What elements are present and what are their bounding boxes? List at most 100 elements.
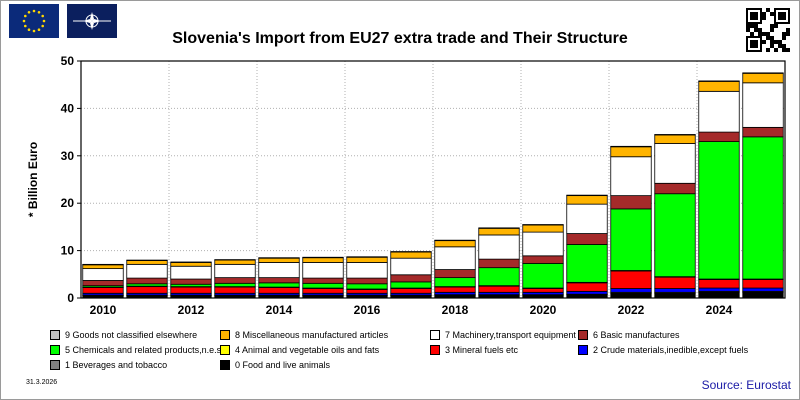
bar-segment (170, 278, 212, 285)
bar-segment (654, 134, 696, 144)
bar-segment (610, 270, 652, 289)
bar-segment (82, 280, 124, 287)
bar-segment (302, 282, 344, 289)
bar-segment (126, 286, 168, 294)
legend-swatch (220, 360, 230, 370)
bar-segment (478, 234, 520, 260)
chart-title: Slovenia's Import from EU27 extra trade … (172, 30, 628, 47)
y-tick-label: 40 (61, 101, 75, 115)
bar-segment (522, 255, 564, 264)
bar-segment (654, 288, 696, 293)
legend-item: 4 Animal and vegetable oils and fats (220, 345, 379, 355)
legend-item: 5 Chemicals and related products,n.e.s. (50, 345, 224, 355)
bar-segment (566, 282, 608, 292)
y-tick-label: 10 (61, 244, 75, 258)
bar-segment (82, 287, 124, 294)
bar-segment (82, 268, 124, 281)
legend-swatch (50, 330, 60, 340)
y-tick-label: 0 (67, 291, 74, 305)
legend-item: 8 Miscellaneous manufactured articles (220, 330, 388, 340)
legend-label: 2 Crude materials,inedible,except fuels (593, 345, 749, 355)
bar-segment (566, 290, 608, 295)
bar-segment (390, 281, 432, 289)
y-tick-label: 30 (61, 149, 75, 163)
x-tick-label: 2012 (178, 303, 205, 317)
legend-swatch (430, 345, 440, 355)
bar-segment (522, 224, 564, 233)
y-axis-label: * Billion Euro (26, 142, 40, 217)
legend-swatch (578, 330, 588, 340)
bar-segment (698, 80, 740, 92)
bar-segment (522, 231, 564, 257)
legend-item: 7 Machinery,transport equipment (430, 330, 576, 340)
bar-segment (346, 289, 388, 294)
bar-segment (610, 146, 652, 158)
bar-segment (522, 288, 564, 293)
x-tick-label: 2018 (442, 303, 469, 317)
source-label: Source: Eurostat (701, 378, 791, 392)
bar-segment (258, 277, 300, 284)
legend-label: 3 Mineral fuels etc (445, 345, 519, 355)
legend-label: 4 Animal and vegetable oils and fats (235, 345, 380, 355)
legend-swatch (50, 360, 60, 370)
bar-segment (610, 288, 652, 293)
bar-segment (742, 279, 784, 289)
bar-segment (522, 262, 564, 289)
bar-segment (82, 264, 124, 270)
y-tick-label: 20 (61, 196, 75, 210)
legend-swatch (578, 345, 588, 355)
bar-segment (390, 251, 432, 259)
bar-segment (214, 259, 256, 265)
y-tick-label: 50 (61, 54, 75, 68)
bar-segment (214, 282, 256, 288)
bar-segment (346, 277, 388, 285)
bar-segment (478, 227, 520, 236)
bar-segment (698, 141, 740, 280)
x-tick-label: 2020 (530, 303, 557, 317)
bar-segment (478, 258, 520, 269)
bar-segment (434, 286, 476, 293)
bar-segment (170, 262, 212, 267)
bar-segment (434, 277, 476, 288)
bar-segment (170, 265, 212, 280)
bar-segment (170, 286, 212, 294)
eu-flag-icon (9, 4, 59, 38)
bar-segment (390, 274, 432, 283)
legend-swatch (220, 330, 230, 340)
bar-segment (434, 269, 476, 279)
bar-segment (566, 233, 608, 245)
legend-item: 3 Mineral fuels etc (430, 345, 518, 355)
bar-segment (610, 195, 652, 210)
bar-segment (610, 208, 652, 271)
qr-code-icon (746, 8, 790, 52)
bar-segment (258, 262, 300, 279)
legend-item: 1 Beverages and tobacco (50, 360, 167, 370)
bar-segment (742, 291, 784, 299)
bar-segment (742, 287, 784, 292)
bar-segment (742, 136, 784, 280)
bar-segment (390, 288, 432, 294)
bar-segment (566, 203, 608, 234)
bar-segment (610, 292, 652, 299)
bar-segment (434, 246, 476, 270)
legend-item: 2 Crude materials,inedible,except fuels (578, 345, 748, 355)
bar-segment (434, 240, 476, 248)
bar-segment (302, 288, 344, 294)
bar-segment (258, 282, 300, 288)
bar-segment (126, 260, 168, 265)
bar-segment (258, 257, 300, 263)
bar-segment (214, 277, 256, 284)
bar-segment (698, 287, 740, 292)
x-tick-label: 2014 (266, 303, 293, 317)
bar-segment (214, 286, 256, 294)
legend-swatch (50, 345, 60, 355)
bar-segment (698, 90, 740, 133)
bar-segment (654, 182, 696, 195)
bar-segment (654, 193, 696, 278)
bar-segment (742, 82, 784, 128)
legend-label: 0 Food and live animals (235, 360, 331, 370)
legend-swatch (220, 345, 230, 355)
bar-segment (698, 131, 740, 142)
legend-label: 6 Basic manufactures (593, 330, 680, 340)
